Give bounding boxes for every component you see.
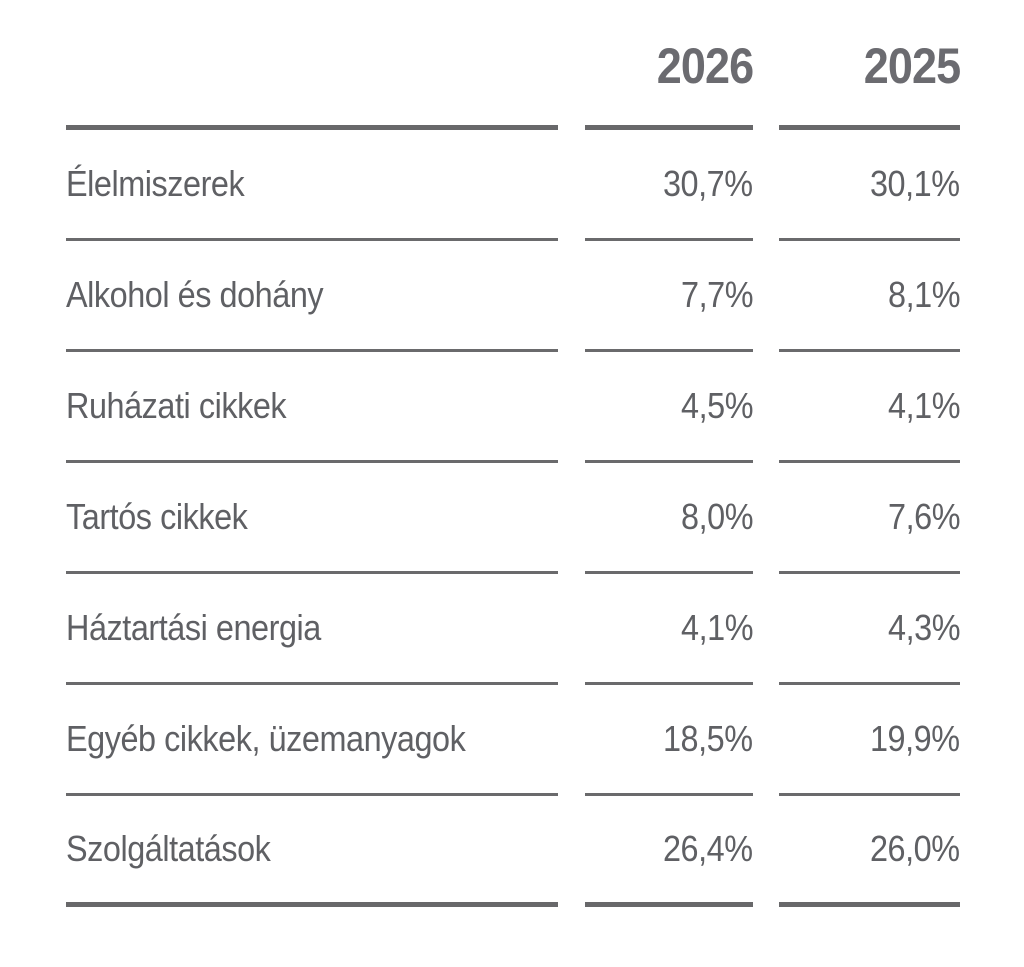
value-2026-cell: 4,5% [585, 352, 753, 463]
row-label: Tartós cikkek [66, 496, 248, 537]
value-2026-cell: 7,7% [585, 241, 753, 352]
value-2026: 4,1% [680, 607, 754, 648]
header-2026: 2026 [585, 0, 754, 130]
row-label-cell: Alkohol és dohány [66, 241, 558, 352]
value-2025-cell: 30,1% [779, 130, 960, 241]
value-2025-cell: 7,6% [779, 463, 960, 574]
table-header: 2026 2025 [66, 0, 961, 130]
header-2025: 2025 [779, 0, 961, 130]
row-label: Alkohol és dohány [66, 274, 324, 315]
value-2026: 8,0% [680, 496, 754, 537]
row-label: Ruházati cikkek [66, 385, 287, 426]
value-2025-cell: 4,1% [779, 352, 960, 463]
table-row: Élelmiszerek 30,7% 30,1% [66, 130, 960, 241]
row-label: Szolgáltatások [66, 828, 271, 869]
value-2025: 26,0% [870, 828, 960, 869]
value-2025: 19,9% [870, 718, 960, 759]
value-2025: 4,3% [887, 607, 961, 648]
row-label-cell: Háztartási energia [66, 574, 558, 685]
table-row: Alkohol és dohány 7,7% 8,1% [66, 241, 960, 352]
row-label-cell: Élelmiszerek [66, 130, 558, 241]
row-label-cell: Szolgáltatások [66, 796, 558, 907]
value-2026-cell: 4,1% [585, 574, 753, 685]
table-row: Tartós cikkek 8,0% 7,6% [66, 463, 960, 574]
value-2025-cell: 26,0% [779, 796, 960, 907]
value-2026-cell: 8,0% [585, 463, 753, 574]
value-2025: 4,1% [887, 385, 961, 426]
header-empty-cell [66, 0, 558, 130]
row-label: Egyéb cikkek, üzemanyagok [66, 718, 466, 759]
row-label: Élelmiszerek [66, 163, 245, 204]
row-label: Háztartási energia [66, 607, 321, 648]
value-2025: 30,1% [870, 163, 960, 204]
table-row: Háztartási energia 4,1% 4,3% [66, 574, 960, 685]
value-2025-cell: 8,1% [779, 241, 960, 352]
table-row: Egyéb cikkek, üzemanyagok 18,5% 19,9% [66, 685, 960, 796]
table-row: Ruházati cikkek 4,5% 4,1% [66, 352, 960, 463]
value-2025: 7,6% [887, 496, 961, 537]
row-label-cell: Tartós cikkek [66, 463, 558, 574]
value-2026-cell: 30,7% [585, 130, 753, 241]
value-2026: 30,7% [663, 163, 753, 204]
value-2026: 4,5% [680, 385, 754, 426]
value-2025: 8,1% [887, 274, 961, 315]
value-2026: 18,5% [663, 718, 753, 759]
row-label-cell: Ruházati cikkek [66, 352, 558, 463]
value-2026: 26,4% [663, 828, 753, 869]
value-2026-cell: 18,5% [585, 685, 753, 796]
value-2026-cell: 26,4% [585, 796, 753, 907]
value-2025-cell: 19,9% [779, 685, 960, 796]
data-table: 2026 2025 Élelmiszerek 30,7% 30,1% Alkohol … [66, 0, 961, 907]
table-row: Szolgáltatások 26,4% 26,0% [66, 796, 960, 907]
value-2025-cell: 4,3% [779, 574, 960, 685]
row-label-cell: Egyéb cikkek, üzemanyagok [66, 685, 558, 796]
value-2026: 7,7% [680, 274, 754, 315]
